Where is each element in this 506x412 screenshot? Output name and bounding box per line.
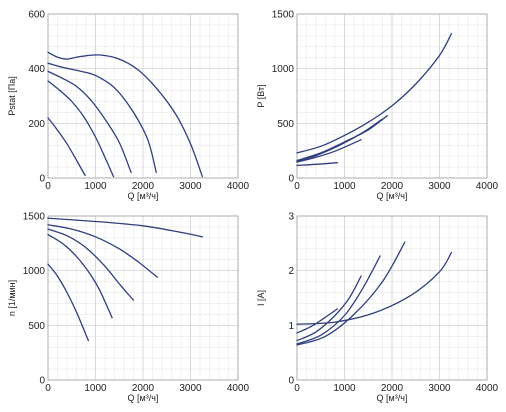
plot-frame [296,13,488,179]
y-axis-label: I [A] [256,290,266,306]
x-axis-label: Q [м³/ч] [128,393,159,403]
y-axis-label: Pstat [Па] [7,76,17,116]
series-line-4 [296,115,388,162]
y-tick-label: 1500 [272,10,295,21]
series-line-1 [47,263,90,342]
y-tick-label: 3 [288,212,294,223]
series-line-2 [47,233,113,319]
y-tick-label: 600 [28,10,45,21]
x-tick-label: 1000 [333,181,356,192]
y-tick-label: 500 [28,321,45,332]
x-tick-label: 0 [45,383,51,394]
plot-frame [296,215,488,381]
grid [297,216,487,380]
x-tick-label: 0 [45,181,51,192]
x-tick-label: 1000 [333,383,356,394]
y-tick-label: 400 [28,64,45,75]
x-tick-label: 3000 [428,181,451,192]
x-tick-label: 4000 [476,383,499,394]
x-tick-label: 1000 [84,181,107,192]
series-line-1 [47,117,86,176]
y-tick-label: 1 [288,321,294,332]
x-tick-label: 3000 [428,383,451,394]
series-line-4 [47,62,157,174]
x-tick-label: 4000 [227,181,250,192]
series-line-3 [296,118,384,163]
y-axis-label: P [Вт] [256,84,266,107]
y-tick-label: 500 [277,119,294,130]
y-tick-label: 0 [39,174,45,185]
y-tick-label: 2 [288,266,294,277]
x-axis-label: Q [м³/ч] [128,191,159,201]
series-line-2 [296,139,362,163]
series-line-3 [47,228,135,301]
panel-current: 0 1000 2000 3000 4000 0 1 2 3 Q [м³/ч] I [A] [256,212,499,404]
series-line-3 [296,255,381,345]
y-axis-label: n [1/мин] [7,280,17,316]
x-tick-label: 4000 [476,181,499,192]
plot-frame [47,215,239,381]
x-axis-label: Q [м³/ч] [377,393,408,403]
series-line-5 [47,217,204,238]
grid [297,14,487,178]
series-line-4 [47,224,158,278]
x-tick-label: 2000 [132,181,155,192]
x-tick-label: 3000 [179,383,202,394]
y-tick-label: 1500 [23,212,46,223]
x-tick-label: 2000 [381,383,404,394]
y-tick-label: 1000 [23,266,46,277]
x-tick-label: 2000 [132,383,155,394]
series-line-1 [296,162,339,167]
series-line-2 [296,275,362,342]
panel-pstat: 0 1000 2000 3000 4000 0 200 400 600 Q [м³/ч] Pstat… [7,10,250,202]
x-tick-label: 0 [294,383,300,394]
series-line-5 [47,51,204,178]
y-tick-label: 0 [288,174,294,185]
x-tick-label: 3000 [179,181,202,192]
series-line-5 [296,251,453,325]
panel-power: 0 1000 2000 3000 4000 0 500 1000 1500 Q [м³/ч] P [… [256,10,499,202]
series-line-5 [296,33,453,154]
series-line-2 [47,80,115,178]
plot-frame [47,13,239,179]
y-tick-label: 0 [39,376,45,387]
y-tick-label: 1000 [272,64,295,75]
x-tick-label: 1000 [84,383,107,394]
y-tick-label: 200 [28,119,45,130]
x-tick-label: 0 [294,181,300,192]
x-tick-label: 2000 [381,181,404,192]
panel-speed: 0 1000 2000 3000 4000 0 500 1000 1500 Q [м³/ч] n [… [7,212,250,404]
series-line-4 [296,241,406,346]
x-axis-label: Q [м³/ч] [377,191,408,201]
series-line-1 [296,308,339,334]
y-tick-label: 0 [288,376,294,387]
series-line-3 [47,70,132,174]
x-tick-label: 4000 [227,383,250,394]
grid [48,14,238,178]
